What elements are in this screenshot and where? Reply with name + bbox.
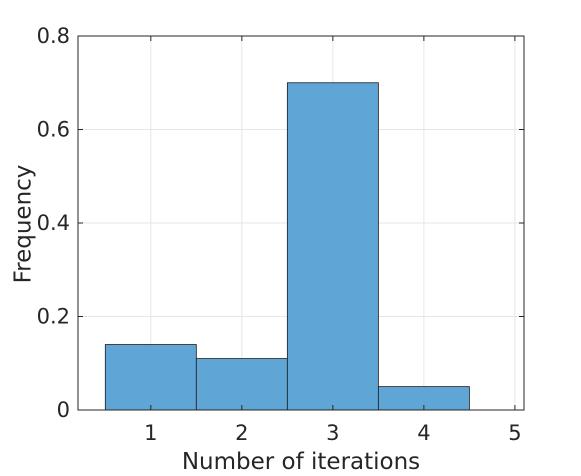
y-tick-label-0.4: 0.4 [37,211,70,235]
axis-ticks: 1 2 3 4 5 0 0.2 0.4 0.6 0.8 [37,24,524,445]
bar-3 [286,82,379,411]
y-tick-label-0.2: 0.2 [37,305,70,329]
x-axis-title: Number of iterations [182,449,420,475]
y-axis-title: Frequency [11,165,37,284]
x-tick-label-4: 4 [417,421,430,445]
bar-2 [195,358,288,411]
y-tick-label-0.6: 0.6 [37,118,70,142]
histogram-bars [104,82,470,411]
x-tick-label-2: 2 [235,421,248,445]
x-tick-label-5: 5 [508,421,521,445]
x-tick-label-3: 3 [326,421,339,445]
x-tick-label-1: 1 [144,421,157,445]
plot-area: 1 2 3 4 5 0 0.2 0.4 0.6 0.8 [37,24,525,445]
bar-1 [104,344,197,411]
y-tick-label-0.8: 0.8 [37,24,70,48]
y-tick-label-0: 0 [57,398,70,422]
